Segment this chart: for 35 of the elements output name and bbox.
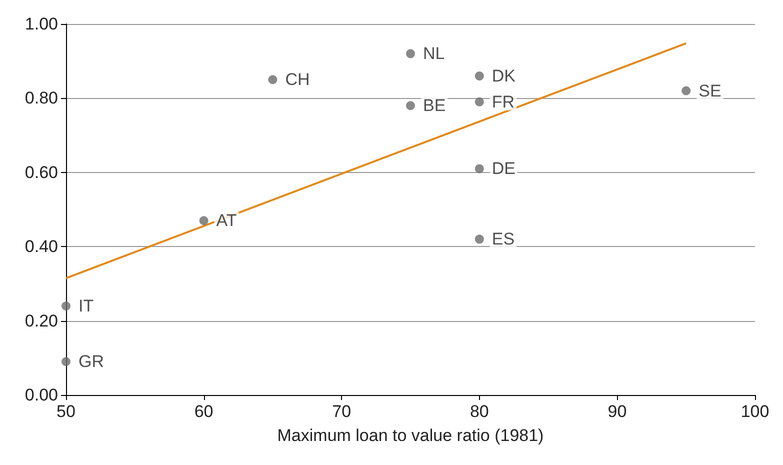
annotation: DE xyxy=(492,159,516,178)
point xyxy=(406,101,415,110)
point xyxy=(406,49,415,58)
annotation: AT xyxy=(216,211,237,230)
annotation: IT xyxy=(78,296,94,316)
y-tick-label: 0.60 xyxy=(24,162,58,182)
annotation: CH xyxy=(285,70,310,90)
point xyxy=(474,71,484,80)
annotation: SE xyxy=(698,81,722,100)
x-tick-label: 50 xyxy=(56,402,76,421)
y-tick-label: 0.80 xyxy=(24,88,58,108)
y-tick-label: 0.40 xyxy=(24,237,58,256)
x-tick-label: 60 xyxy=(194,402,214,421)
y-tick-label: 0.00 xyxy=(24,386,58,404)
point xyxy=(268,75,278,84)
point xyxy=(682,86,691,96)
annotation: FR xyxy=(492,92,515,112)
x-tick-label: 90 xyxy=(608,402,627,421)
annotation: DK xyxy=(492,66,516,86)
x-tick-label: 100 xyxy=(740,402,770,421)
annotation: ES xyxy=(492,230,515,249)
annotation: GR xyxy=(78,352,104,372)
y-tick-label: 0.20 xyxy=(24,311,58,330)
point xyxy=(474,97,484,106)
point xyxy=(474,234,484,244)
x-tick-label: 80 xyxy=(470,402,489,421)
point xyxy=(62,357,70,366)
annotation: NL xyxy=(423,44,445,64)
point xyxy=(474,164,484,174)
point xyxy=(62,301,70,310)
annotation: BE xyxy=(423,96,446,116)
point xyxy=(199,216,208,226)
x-tick-label: 70 xyxy=(332,402,352,421)
y-tick-label: 1.00 xyxy=(24,14,58,34)
x-axis-title: Maximum loan to value ratio (1981) xyxy=(277,426,544,445)
